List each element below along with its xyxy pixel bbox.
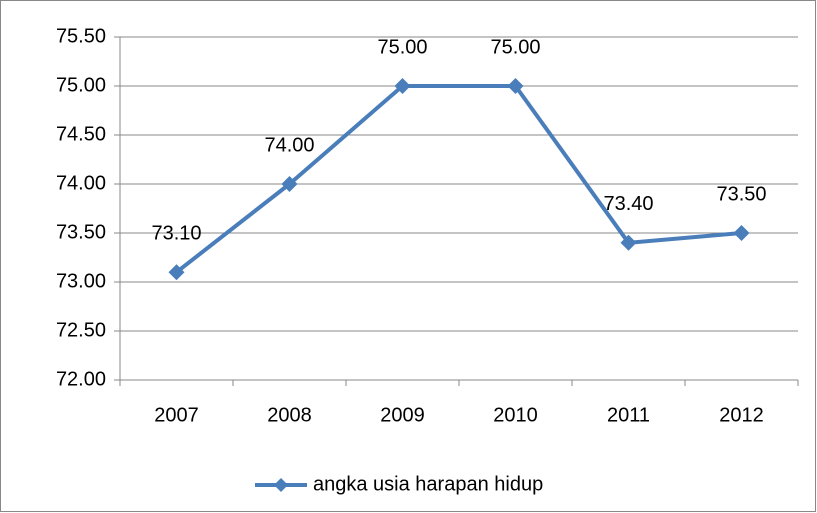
data-label: 73.40 — [603, 193, 653, 215]
y-tick-label: 73.00 — [56, 270, 106, 292]
y-tick-label: 74.00 — [56, 172, 106, 194]
marker — [281, 176, 298, 192]
marker — [168, 264, 185, 281]
marker — [733, 225, 750, 241]
x-tick-label: 2011 — [607, 404, 650, 426]
y-tick-label: 75.50 — [56, 25, 106, 47]
y-tick-label: 75.00 — [56, 74, 106, 96]
x-tick-label: 2010 — [493, 404, 538, 426]
data-label: 73.50 — [716, 183, 766, 205]
x-tick-label: 2008 — [267, 404, 312, 426]
y-tick-label: 72.00 — [56, 368, 106, 390]
marker — [620, 234, 637, 251]
data-label: 75.00 — [490, 36, 540, 58]
marker — [507, 78, 524, 94]
data-label: 75.00 — [377, 36, 427, 58]
y-tick-label: 74.50 — [56, 123, 106, 145]
x-tick-label: 2009 — [380, 404, 425, 426]
data-label: 74.00 — [264, 134, 314, 156]
x-tick-label: 2007 — [154, 404, 199, 426]
y-tick-label: 73.50 — [56, 221, 106, 243]
marker — [394, 78, 411, 94]
legend-label: angka usia harapan hidup — [313, 473, 543, 495]
series-line — [175, 84, 742, 274]
data-label: 73.10 — [151, 222, 201, 244]
y-tick-label: 72.50 — [56, 319, 106, 341]
legend-marker — [274, 478, 288, 492]
x-tick-label: 2012 — [719, 404, 764, 426]
